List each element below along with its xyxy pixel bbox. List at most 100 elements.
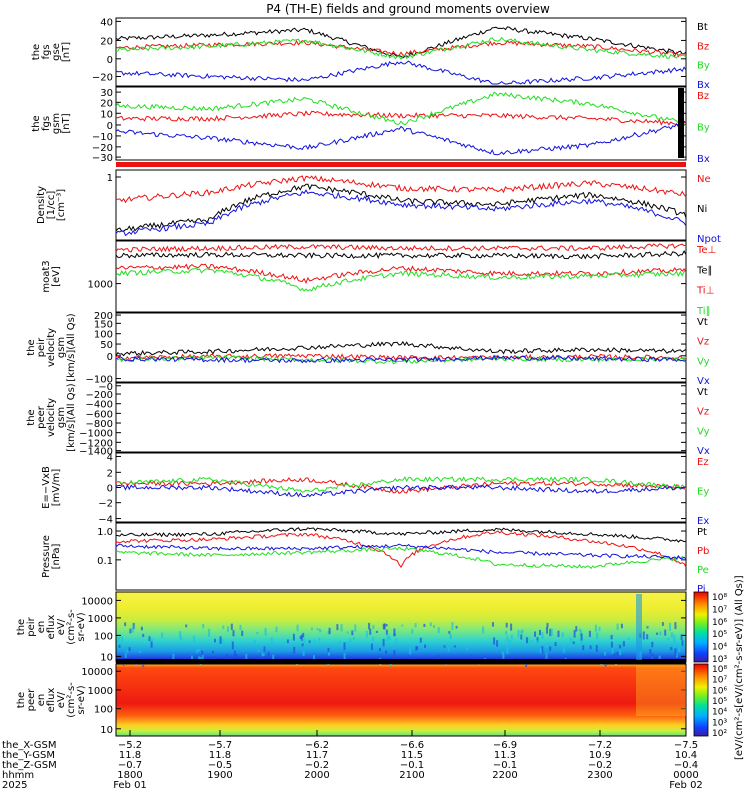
- spectrogram-pixel: [613, 653, 616, 661]
- colorbar-label: [eV/(cm²-s[eV/(cm²-s-sr-eV)] (All Qs)]: [734, 575, 745, 760]
- spectrogram-pixel: [383, 623, 386, 630]
- y-tick-label: 100: [94, 705, 113, 716]
- spectrogram-pixel: [572, 641, 575, 645]
- spectrogram-pixel: [409, 657, 412, 660]
- time-axis-value: 11.5: [401, 750, 423, 761]
- panel-frame: [115, 86, 687, 161]
- legend-entry: Ne: [697, 174, 711, 185]
- colorbar-tick-label: 10⁵: [712, 630, 727, 640]
- legend-entry: Ni: [697, 204, 707, 215]
- spectrogram-pixel: [172, 653, 175, 660]
- spectrogram-pixel: [261, 652, 264, 657]
- colorbar-tick-label: 10⁴: [712, 708, 727, 718]
- spectrogram-pixel: [257, 649, 260, 652]
- spectrogram-pixel: [286, 639, 289, 644]
- y-axis-label-line: gsm: [56, 407, 67, 428]
- spectrogram-pixel: [646, 626, 649, 629]
- spectrogram-pixel: [124, 653, 127, 658]
- spectrogram-pixel: [232, 630, 235, 637]
- spectrogram-pixel: [582, 645, 585, 651]
- series-line-Ti∥: [115, 267, 687, 292]
- y-axis-label-line: [mV/m]: [51, 469, 62, 507]
- legend-entry: Vz: [697, 337, 709, 348]
- spectrogram-pixel: [530, 639, 533, 642]
- spectrogram-pixel: [620, 623, 623, 629]
- legend-entry: By: [697, 123, 710, 134]
- spectrogram-pixel: [673, 634, 676, 643]
- spectrogram-pixel: [179, 631, 182, 638]
- spectrogram-pixel: [386, 643, 389, 646]
- spectrogram-pixel: [117, 636, 120, 643]
- y-axis-label-line: eflux: [46, 615, 57, 640]
- legend-entry: Pi: [697, 584, 706, 595]
- y-axis-label-line: en: [36, 694, 47, 707]
- legend-entry: Vt: [697, 387, 708, 398]
- series-line-Bz: [115, 110, 687, 126]
- series-line-Bt: [115, 26, 687, 59]
- spectrogram-pixel: [506, 646, 509, 655]
- spectrogram-pixel: [649, 649, 652, 655]
- y-tick-label: 30: [100, 88, 113, 99]
- spectrogram-pixel: [429, 622, 432, 627]
- spectrogram-pixel: [340, 624, 343, 632]
- series-line-Pe: [115, 546, 686, 570]
- spectrogram-pixel: [675, 652, 678, 658]
- series-line-Vt: [115, 340, 687, 357]
- y-tick-label: −20: [92, 143, 113, 154]
- colorbar-tick-label: 10⁸: [712, 593, 727, 603]
- y-axis-label: the fgs gsm [nT]: [31, 113, 72, 134]
- time-axis-value: −0.4: [674, 760, 698, 771]
- spectrogram-pixel: [233, 650, 236, 657]
- spectrogram-pixel: [231, 641, 234, 650]
- spectrogram-pixel: [346, 631, 349, 634]
- spectrogram-pixel: [450, 635, 452, 639]
- y-axis-label: Density [1/cc] [cm⁻³]: [36, 186, 67, 224]
- y-axis-label-line: the: [31, 44, 42, 60]
- spectrogram-pixel: [595, 645, 598, 652]
- spectrogram-pixel: [563, 646, 566, 653]
- legend-entry: Npot: [697, 234, 721, 245]
- spectrogram-pixel: [541, 646, 544, 654]
- spectrogram-pixel: [453, 645, 456, 648]
- plot-title: P4 (TH-E) fields and ground moments over…: [266, 2, 550, 16]
- spectrogram-pixel: [131, 626, 134, 633]
- time-axis-value: −0.2: [305, 760, 329, 771]
- y-axis-label-line: the: [26, 339, 37, 355]
- series-line-Te⊥: [115, 243, 687, 253]
- spectrogram-pixel: [561, 632, 564, 638]
- spectrogram-pixel: [195, 649, 198, 654]
- spectrogram-pixel: [369, 628, 372, 635]
- colorbar-tick-label: 10⁴: [712, 643, 727, 653]
- spectrogram-pixel: [645, 656, 648, 661]
- spectrogram-pixel: [589, 645, 592, 650]
- y-tick-label: 10: [100, 652, 113, 663]
- spectrogram-pixel: [227, 626, 229, 633]
- y-tick-label: −400: [86, 400, 113, 411]
- spectrogram-pixel: [214, 638, 216, 643]
- spectrogram-pixel: [126, 650, 129, 653]
- time-axis-row-label: the_X-GSM: [2, 740, 56, 751]
- spectrogram-pixel: [598, 642, 601, 647]
- y-axis-label-line: peer: [26, 688, 37, 712]
- spectrogram-pixel: [264, 627, 267, 636]
- spectrogram-pixel: [371, 636, 374, 641]
- legend-entry: Ti⊥: [696, 286, 714, 297]
- colorbar-tick-label: 10⁸: [712, 665, 727, 675]
- spectrogram-pixel: [604, 651, 606, 656]
- y-axis-label-line: E=−VxB: [41, 466, 52, 509]
- series-line-Ti⊥: [115, 263, 687, 285]
- spectrogram-pixel: [521, 629, 524, 634]
- spectrogram-pixel: [253, 639, 256, 646]
- spectrogram-pixel: [455, 625, 458, 629]
- spectrogram-pixel: [352, 637, 355, 641]
- spectrogram-pixel: [392, 656, 395, 660]
- legend-entry: Bz: [697, 41, 709, 52]
- spectrogram-pixel: [365, 630, 368, 638]
- spectrogram-pixel: [616, 623, 619, 630]
- time-axis-value: 1900: [207, 770, 232, 781]
- spectrogram-pixel: [354, 624, 357, 632]
- spectrogram-pixel: [318, 637, 321, 642]
- spectrogram-pixel: [241, 630, 244, 636]
- y-tick-label: −200: [86, 390, 113, 401]
- spectrogram-pixel: [148, 636, 151, 642]
